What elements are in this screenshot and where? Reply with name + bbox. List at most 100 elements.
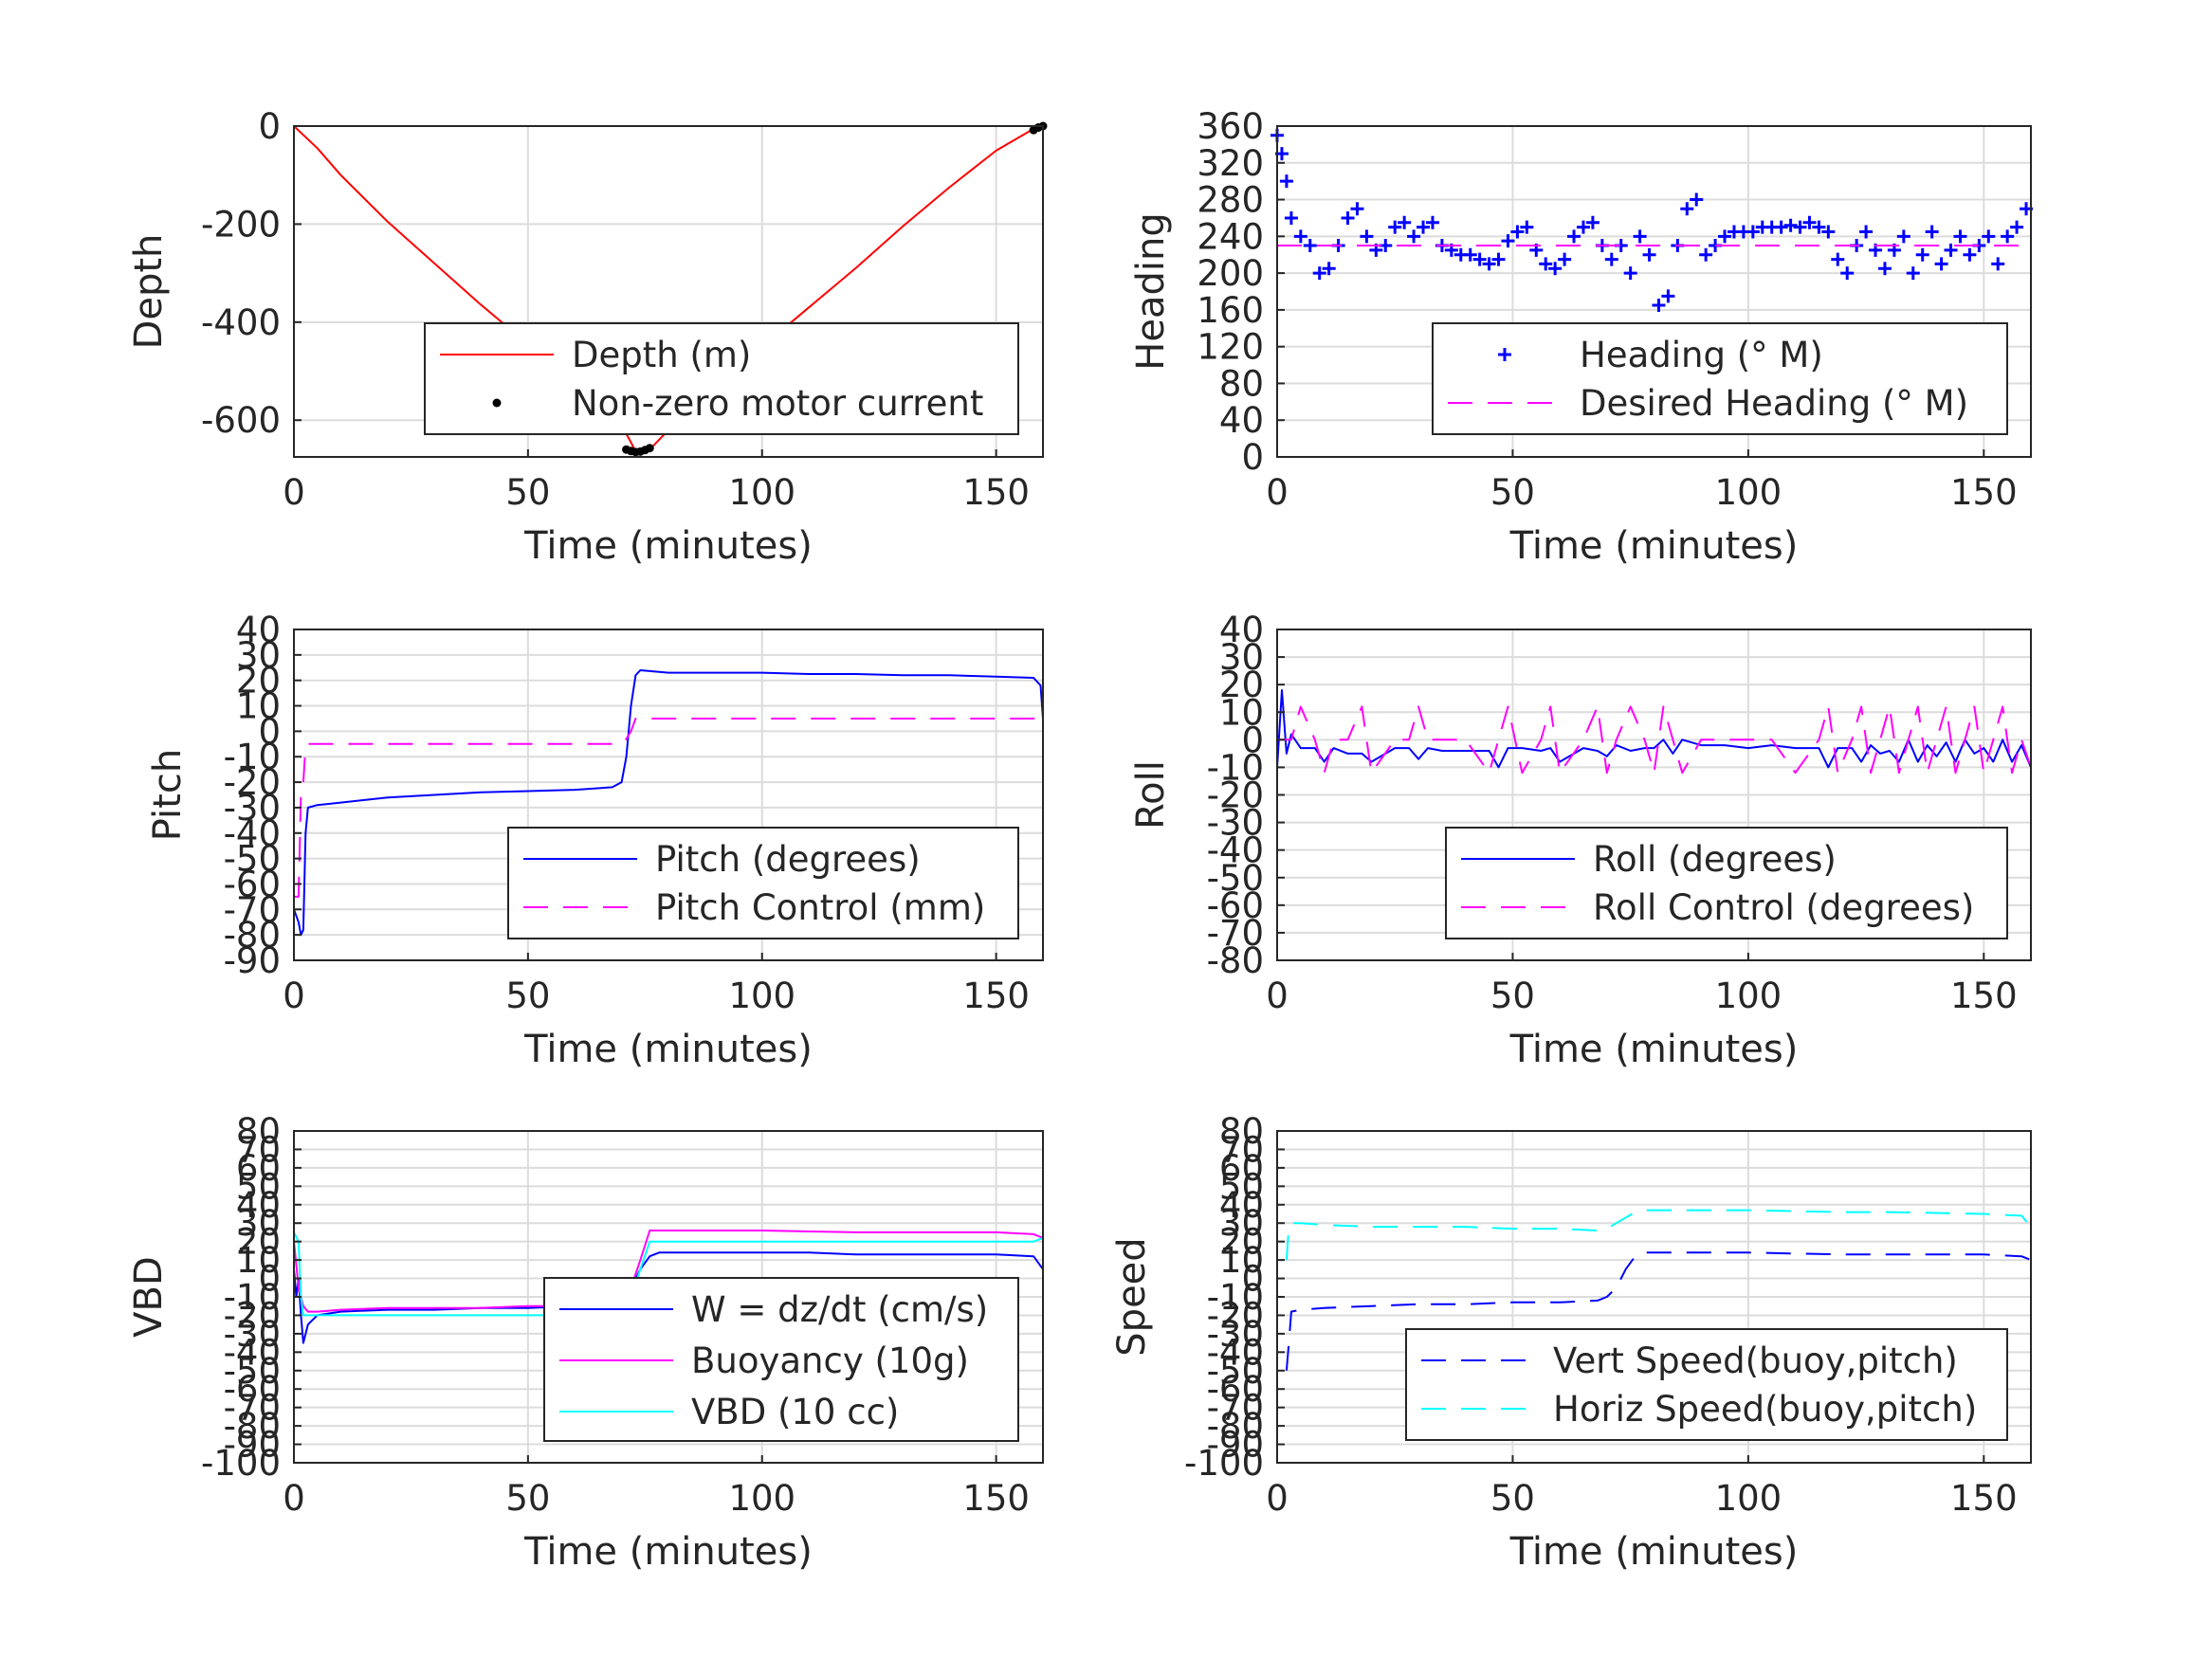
data-point — [1661, 289, 1675, 303]
x-axis-label: Time (minutes) — [523, 524, 813, 568]
y-tick-label: -20 — [1207, 775, 1264, 816]
x-tick-label: 0 — [1266, 472, 1289, 513]
y-tick-label: -60 — [1207, 1369, 1264, 1410]
data-point — [1690, 192, 1704, 207]
y-tick-label: 0 — [1241, 437, 1264, 478]
y-tick-label: 240 — [1197, 216, 1264, 257]
y-tick-label: -20 — [1207, 1295, 1264, 1336]
chart-panel-6: 0 50 100 15080706050403020100-10-20-30-40-5… — [1110, 1111, 2032, 1574]
data-point — [1407, 229, 1421, 244]
data-point — [1293, 229, 1307, 244]
data-point — [645, 444, 654, 453]
data-point — [1699, 247, 1713, 262]
x-tick-label: 50 — [1490, 1478, 1535, 1519]
data-point — [1322, 262, 1336, 276]
y-tick-label: 70 — [1219, 1129, 1264, 1170]
data-point — [1944, 243, 1958, 257]
y-tick-label: -80 — [224, 915, 281, 956]
y-tick-label: -50 — [1207, 1351, 1264, 1392]
x-tick-label: 50 — [1490, 975, 1535, 1016]
y-tick-label: -10 — [1207, 747, 1264, 788]
data-point — [1585, 215, 1600, 229]
data-point — [1303, 239, 1317, 253]
data-point — [1953, 229, 1967, 244]
y-tick-label: 200 — [1197, 253, 1264, 294]
data-point — [1821, 225, 1836, 239]
legend-label: VBD (10 cc) — [691, 1392, 899, 1432]
y-tick-label: -50 — [224, 1351, 281, 1392]
data-point — [1623, 266, 1637, 281]
x-tick-label: 100 — [1715, 472, 1782, 513]
legend-box — [424, 322, 1019, 435]
y-tick-label: -70 — [1207, 913, 1264, 954]
x-tick-label: 150 — [962, 472, 1030, 513]
legend-box — [1405, 1328, 2008, 1441]
data-point — [1906, 266, 1920, 281]
legend: Depth (m) Non-zero motor current — [424, 322, 1019, 435]
y-tick-label: -60 — [1207, 885, 1264, 926]
y-tick-label: -80 — [224, 1406, 281, 1447]
y-tick-label: 20 — [236, 1222, 281, 1263]
x-tick-label: 150 — [1950, 472, 2018, 513]
chart-panel-3: 0 50 100 150403020100-10-20-30-40-50-60-70-… — [146, 610, 1044, 1071]
y-tick-label: -80 — [1207, 1406, 1264, 1447]
series-1 — [1276, 689, 2032, 769]
legend: W = dz/dt (cm/s) Buoyancy (10g) VBD (10 cc… — [543, 1277, 1019, 1442]
data-point — [1652, 299, 1666, 313]
y-tick-label: -400 — [201, 302, 281, 343]
x-tick-label: 50 — [505, 975, 550, 1016]
y-tick-label: 360 — [1197, 106, 1264, 147]
axes-frame — [293, 629, 1044, 961]
x-tick-label: 0 — [1266, 1478, 1289, 1519]
legend-label: Depth (m) — [572, 335, 751, 375]
series-2 — [1277, 705, 2032, 775]
y-tick-label: -80 — [1207, 940, 1264, 981]
data-point — [1915, 247, 1929, 262]
x-axis-label: Time (minutes) — [523, 1530, 813, 1574]
y-tick-label: -10 — [1207, 1277, 1264, 1318]
legend-label: Roll (degrees) — [1593, 839, 1837, 880]
y-tick-label: 320 — [1197, 143, 1264, 184]
y-tick-label: 70 — [236, 1129, 281, 1170]
data-point — [1840, 266, 1855, 281]
y-axis-label: Pitch — [146, 749, 190, 841]
y-tick-label: -40 — [224, 813, 281, 854]
axes-frame — [293, 125, 1044, 458]
y-tick-label: 0 — [258, 711, 281, 752]
y-tick-label: 30 — [236, 1203, 281, 1244]
x-tick-label: 50 — [1490, 472, 1535, 513]
x-tick-label: 150 — [962, 1478, 1030, 1519]
series-line — [1277, 705, 2032, 775]
y-tick-label: 0 — [258, 106, 281, 147]
data-point — [1604, 252, 1618, 266]
data-point — [1312, 266, 1326, 281]
data-point — [1482, 257, 1496, 271]
y-axis-label: VBD — [127, 1256, 171, 1338]
legend-label: Desired Heading (° M) — [1580, 383, 1968, 424]
y-tick-label: 30 — [236, 635, 281, 676]
y-tick-label: -50 — [1207, 858, 1264, 899]
y-tick-label: 160 — [1197, 290, 1264, 331]
data-point — [2010, 220, 2024, 234]
y-tick-label: -30 — [224, 788, 281, 829]
legend-box — [1445, 827, 2008, 939]
data-point — [1982, 229, 1996, 244]
y-tick-label: 40 — [1219, 1185, 1264, 1226]
y-tick-label: 0 — [258, 1259, 281, 1300]
data-point — [1417, 220, 1431, 234]
data-point — [1774, 220, 1788, 234]
data-point — [1802, 215, 1817, 229]
data-point — [1576, 220, 1590, 234]
y-axis-label: Depth — [127, 234, 171, 350]
y-tick-label: -30 — [1207, 803, 1264, 844]
data-point — [1567, 229, 1581, 244]
x-tick-label: 150 — [962, 975, 1030, 1016]
data-point — [1491, 252, 1506, 266]
series-line — [1285, 1209, 2032, 1261]
y-tick-label: -30 — [224, 1314, 281, 1355]
series-1 — [1271, 128, 2034, 313]
chart-panel-1: 0 50 100 150 0 -200 -400 -600 Time (minutes) Dept… — [127, 106, 1048, 568]
y-tick-label: 10 — [236, 1240, 281, 1281]
data-point — [1510, 225, 1525, 239]
y-tick-label: 20 — [236, 661, 281, 702]
